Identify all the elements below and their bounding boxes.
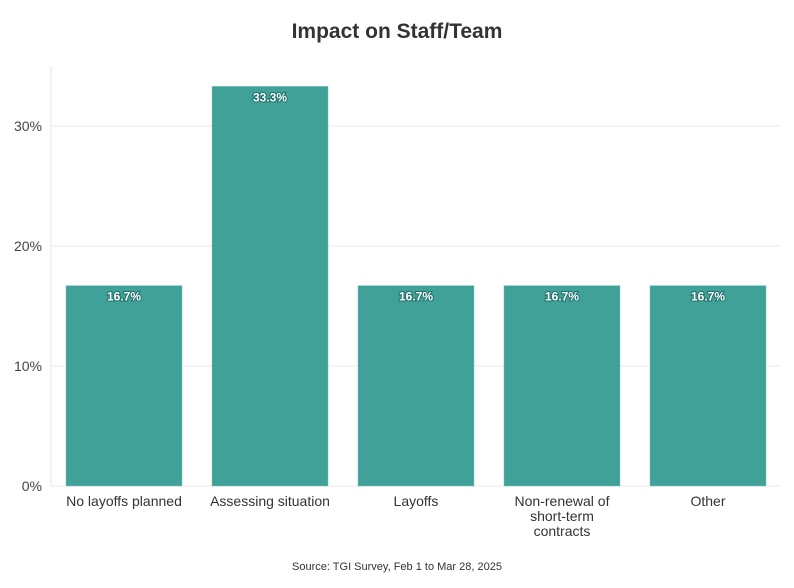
y-tick-label: 0% bbox=[22, 478, 42, 494]
chart-title: Impact on Staff/Team bbox=[292, 20, 503, 43]
x-tick-label: short-term bbox=[530, 508, 594, 524]
y-tick-label: 30% bbox=[14, 118, 42, 134]
y-tick-label: 20% bbox=[14, 238, 42, 254]
x-tick-label: contracts bbox=[534, 523, 591, 539]
bar[interactable] bbox=[357, 285, 475, 487]
x-tick-label: No layoffs planned bbox=[66, 493, 182, 509]
bar[interactable] bbox=[211, 86, 329, 487]
data-label: 16.7% bbox=[545, 290, 579, 304]
x-tick-label: Other bbox=[690, 493, 725, 509]
x-tick-label: Non-renewal of bbox=[515, 493, 610, 509]
bar[interactable] bbox=[649, 285, 767, 487]
data-label: 16.7% bbox=[399, 290, 433, 304]
data-label: 16.7% bbox=[107, 290, 141, 304]
bar[interactable] bbox=[65, 285, 183, 487]
source-note: Source: TGI Survey, Feb 1 to Mar 28, 202… bbox=[292, 561, 502, 573]
data-label: 16.7% bbox=[691, 290, 725, 304]
x-tick-label: Assessing situation bbox=[210, 493, 330, 509]
y-tick-label: 10% bbox=[14, 358, 42, 374]
x-tick-label: Layoffs bbox=[394, 493, 439, 509]
bar[interactable] bbox=[503, 285, 621, 487]
data-label: 33.3% bbox=[253, 90, 287, 104]
